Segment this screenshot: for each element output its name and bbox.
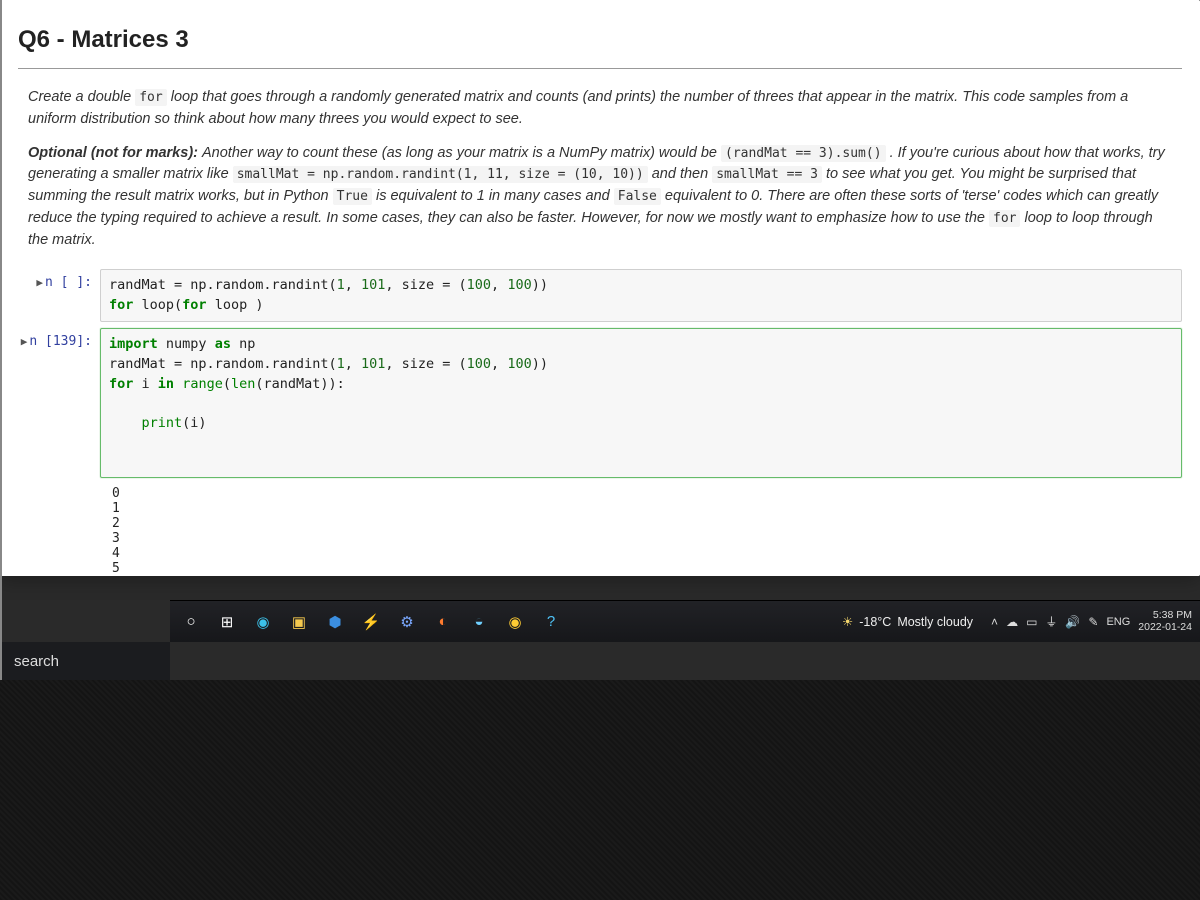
heading-divider <box>18 68 1182 69</box>
pen-icon[interactable]: ✎ <box>1088 615 1098 629</box>
screen-edge <box>0 0 2 680</box>
prompt-label: n [139]: <box>29 334 92 349</box>
chrome-icon[interactable]: ◉ <box>502 609 528 635</box>
paint-icon[interactable]: ◒ <box>466 609 492 635</box>
store-icon[interactable]: ⬢ <box>322 609 348 635</box>
help-icon[interactable]: ? <box>538 609 564 635</box>
markdown-paragraph-optional: Optional (not for marks): Another way to… <box>18 143 1182 264</box>
markdown-paragraph-1: Create a double for loop that goes throu… <box>18 87 1182 143</box>
weather-temp: -18°C <box>859 615 891 629</box>
chevron-up-icon[interactable]: ˄ <box>991 615 998 629</box>
run-icon[interactable]: ▶ <box>36 276 43 289</box>
inline-code: False <box>614 188 661 205</box>
search-box[interactable]: search <box>0 642 170 680</box>
weather-icon: ☀ <box>842 614 853 629</box>
language-indicator[interactable]: ENG <box>1106 616 1130 628</box>
cell-prompt: ▶n [ ]: <box>18 269 100 290</box>
markdown-heading: Q6 - Matrices 3 <box>18 20 1182 68</box>
inline-code: (randMat == 3).sum() <box>721 145 886 162</box>
inline-code: for <box>135 89 166 106</box>
text: loop that goes through a randomly genera… <box>28 89 1128 127</box>
settings-icon[interactable]: ⚙ <box>394 609 420 635</box>
inline-code: for <box>989 210 1020 227</box>
power-icon[interactable]: ⚡ <box>358 609 384 635</box>
search-placeholder: search <box>14 653 59 670</box>
windows-taskbar[interactable]: ○ ⊞ ◉ ▣ ⬢ ⚡ ⚙ ◐ ◒ ◉? ☀ -18°C Mostly cloudy ˄ ☁ ▭ ⏚ 🔊 ✎… <box>170 600 1200 642</box>
edge-icon[interactable]: ◉ <box>250 609 276 635</box>
text: Another way to count these (as long as y… <box>202 145 721 161</box>
clock[interactable]: 5:38 PM2022-01-24 <box>1138 610 1192 633</box>
text: Create a double <box>28 89 135 105</box>
weather-desc: Mostly cloudy <box>897 615 973 629</box>
screen-content: Q6 - Matrices 3 Create a double for loop… <box>0 0 1200 576</box>
battery-icon[interactable]: ▭ <box>1026 615 1037 629</box>
code-cell-1[interactable]: ▶n [ ]: randMat = np.random.randint(1, 1… <box>18 269 1182 322</box>
weather-widget[interactable]: ☀ -18°C Mostly cloudy <box>842 614 973 629</box>
task-view-icon[interactable]: ⊞ <box>214 609 240 635</box>
cell-output: 0 1 2 3 4 5 <box>100 478 1182 576</box>
system-tray[interactable]: ˄ ☁ ▭ ⏚ 🔊 ✎ ENG 5:38 PM2022-01-24 <box>991 610 1192 633</box>
wifi-icon[interactable]: ⏚ <box>1045 613 1057 630</box>
explorer-icon[interactable]: ▣ <box>286 609 312 635</box>
volume-icon[interactable]: 🔊 <box>1065 615 1080 629</box>
text: and then <box>648 166 713 182</box>
jupyter-notebook: Q6 - Matrices 3 Create a double for loop… <box>0 0 1200 576</box>
cell-prompt: ▶n [139]: <box>18 328 100 349</box>
cortana-icon[interactable]: ○ <box>178 609 204 635</box>
code-editor[interactable]: randMat = np.random.randint(1, 101, size… <box>100 269 1182 322</box>
code-cell-2[interactable]: ▶n [139]: import numpy as np randMat = n… <box>18 328 1182 478</box>
optional-label: Optional (not for marks): <box>28 145 202 161</box>
inline-code: smallMat = np.random.randint(1, 11, size… <box>233 166 648 183</box>
inline-code: smallMat == 3 <box>712 166 822 183</box>
inline-code: True <box>333 188 372 205</box>
prompt-label: n [ ]: <box>45 275 92 290</box>
onedrive-icon[interactable]: ☁ <box>1006 615 1018 629</box>
code-editor[interactable]: import numpy as np randMat = np.random.r… <box>100 328 1182 478</box>
laptop-bezel <box>0 680 1200 900</box>
text: is equivalent to 1 in many cases and <box>372 188 614 204</box>
run-icon[interactable]: ▶ <box>21 335 28 348</box>
firefox-icon[interactable]: ◐ <box>430 609 456 635</box>
